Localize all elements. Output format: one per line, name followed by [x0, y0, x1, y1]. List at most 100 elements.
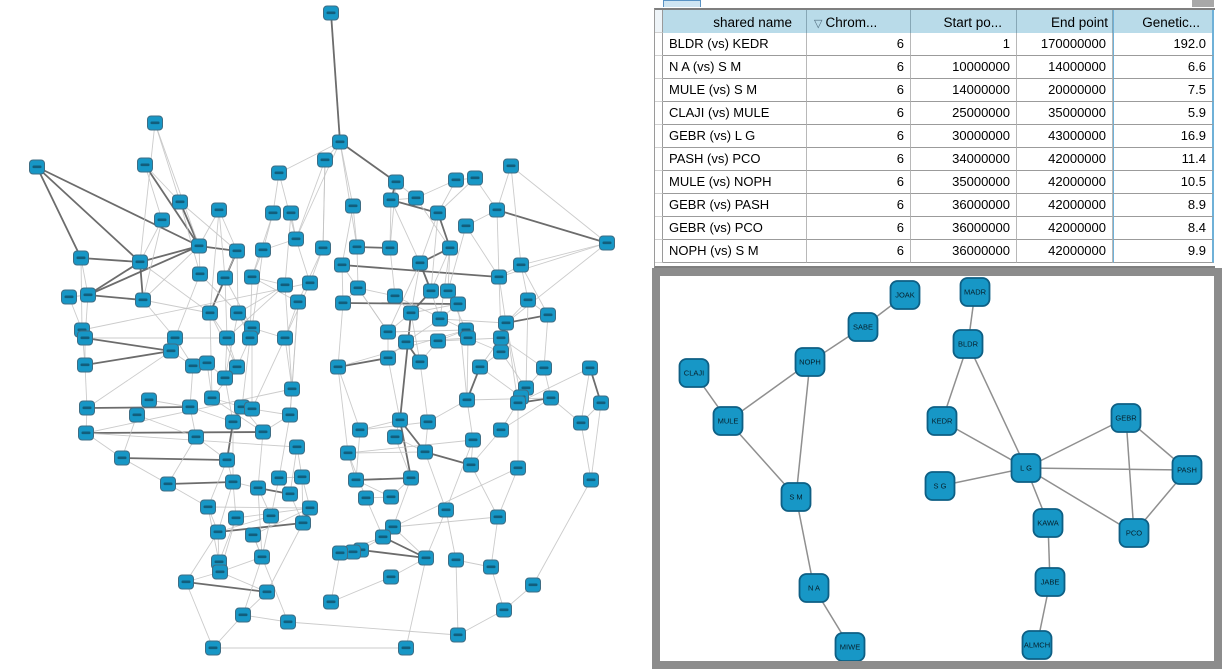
network-node[interactable]	[192, 266, 208, 282]
network-node[interactable]	[282, 486, 298, 502]
network-node[interactable]	[392, 412, 408, 428]
network-node-madr[interactable]: MADR	[959, 277, 991, 307]
network-node[interactable]	[375, 529, 391, 545]
table-cell[interactable]: GEBR (vs) PASH	[663, 194, 807, 217]
network-node[interactable]	[348, 472, 364, 488]
table-cell[interactable]: 36000000	[911, 194, 1017, 217]
table-cell[interactable]: 11.4	[1113, 148, 1214, 171]
network-node[interactable]	[219, 452, 235, 468]
network-node[interactable]	[493, 422, 509, 438]
network-node[interactable]	[573, 415, 589, 431]
network-node[interactable]	[259, 584, 275, 600]
network-node[interactable]	[73, 250, 89, 266]
network-node[interactable]	[211, 202, 227, 218]
table-cell[interactable]: 10000000	[911, 56, 1017, 79]
network-edge[interactable]	[1125, 417, 1135, 534]
network-node[interactable]	[448, 552, 464, 568]
table-cell[interactable]: GEBR (vs) L G	[663, 125, 807, 148]
network-node[interactable]	[323, 594, 339, 610]
network-node[interactable]	[79, 400, 95, 416]
network-node[interactable]	[489, 202, 505, 218]
overview-network-panel[interactable]	[0, 0, 652, 669]
network-node[interactable]	[277, 277, 293, 293]
network-node-n-a[interactable]: N A	[798, 573, 830, 603]
network-node[interactable]	[280, 614, 296, 630]
table-tab-fragment[interactable]	[663, 0, 701, 7]
network-node[interactable]	[185, 358, 201, 374]
network-node[interactable]	[536, 360, 552, 376]
network-node[interactable]	[335, 295, 351, 311]
network-node[interactable]	[199, 355, 215, 371]
network-node[interactable]	[255, 424, 271, 440]
network-node[interactable]	[438, 502, 454, 518]
network-node[interactable]	[380, 350, 396, 366]
network-node[interactable]	[77, 330, 93, 346]
network-node[interactable]	[599, 235, 615, 251]
network-node-noph[interactable]: NOPH	[794, 347, 826, 377]
table-scrollbar-fragment[interactable]	[1192, 0, 1214, 7]
network-node[interactable]	[200, 499, 216, 515]
network-node[interactable]	[350, 280, 366, 296]
network-node[interactable]	[212, 564, 228, 580]
network-node[interactable]	[288, 231, 304, 247]
network-node[interactable]	[458, 218, 474, 234]
network-node[interactable]	[448, 172, 464, 188]
table-cell[interactable]: 5.9	[1113, 102, 1214, 125]
network-node[interactable]	[160, 476, 176, 492]
network-node[interactable]	[188, 429, 204, 445]
table-cell[interactable]: 6	[807, 102, 911, 125]
network-node[interactable]	[345, 198, 361, 214]
network-node[interactable]	[302, 500, 318, 516]
table-cell[interactable]: 35000000	[1017, 102, 1113, 125]
network-node[interactable]	[358, 490, 374, 506]
table-cell[interactable]: 6	[807, 194, 911, 217]
network-node[interactable]	[525, 577, 541, 593]
network-node[interactable]	[493, 330, 509, 346]
table-cell[interactable]: 6	[807, 125, 911, 148]
network-node[interactable]	[593, 395, 609, 411]
network-node[interactable]	[432, 311, 448, 327]
network-node[interactable]	[403, 470, 419, 486]
network-node[interactable]	[460, 330, 476, 346]
network-node[interactable]	[332, 545, 348, 561]
network-node[interactable]	[229, 243, 245, 259]
network-node[interactable]	[430, 205, 446, 221]
network-node[interactable]	[472, 359, 488, 375]
table-cell[interactable]: NOPH (vs) S M	[663, 240, 807, 263]
network-node[interactable]	[388, 174, 404, 190]
column-header-startpo[interactable]: Start po...	[911, 10, 1017, 36]
network-node-bldr[interactable]: BLDR	[952, 329, 984, 359]
table-cell[interactable]: 10.5	[1113, 171, 1214, 194]
network-node-kawa[interactable]: KAWA	[1032, 508, 1064, 538]
network-node[interactable]	[352, 422, 368, 438]
network-node[interactable]	[294, 469, 310, 485]
table-cell[interactable]: 6	[807, 148, 911, 171]
table-cell[interactable]: CLAJI (vs) MULE	[663, 102, 807, 125]
network-node[interactable]	[513, 257, 529, 273]
network-node[interactable]	[191, 238, 207, 254]
network-node[interactable]	[349, 239, 365, 255]
network-node[interactable]	[423, 283, 439, 299]
network-node-s-g[interactable]: S G	[924, 471, 956, 501]
network-node[interactable]	[330, 359, 346, 375]
table-cell[interactable]: 6	[807, 240, 911, 263]
network-node[interactable]	[510, 460, 526, 476]
overview-network-canvas[interactable]	[0, 0, 652, 669]
network-node[interactable]	[141, 392, 157, 408]
network-node[interactable]	[450, 627, 466, 643]
table-cell[interactable]: 192.0	[1113, 33, 1214, 56]
table-cell[interactable]: 14000000	[911, 79, 1017, 102]
network-node[interactable]	[228, 510, 244, 526]
network-node[interactable]	[137, 157, 153, 173]
network-node-pash[interactable]: PASH	[1171, 455, 1203, 485]
network-node-pco[interactable]: PCO	[1118, 518, 1150, 548]
network-node[interactable]	[282, 407, 298, 423]
network-node[interactable]	[77, 357, 93, 373]
network-node[interactable]	[334, 257, 350, 273]
table-cell[interactable]: 42000000	[1017, 171, 1113, 194]
table-cell[interactable]: BLDR (vs) KEDR	[663, 33, 807, 56]
network-node[interactable]	[204, 390, 220, 406]
table-cell[interactable]: 42000000	[1017, 148, 1113, 171]
network-node[interactable]	[80, 287, 96, 303]
network-node[interactable]	[412, 354, 428, 370]
